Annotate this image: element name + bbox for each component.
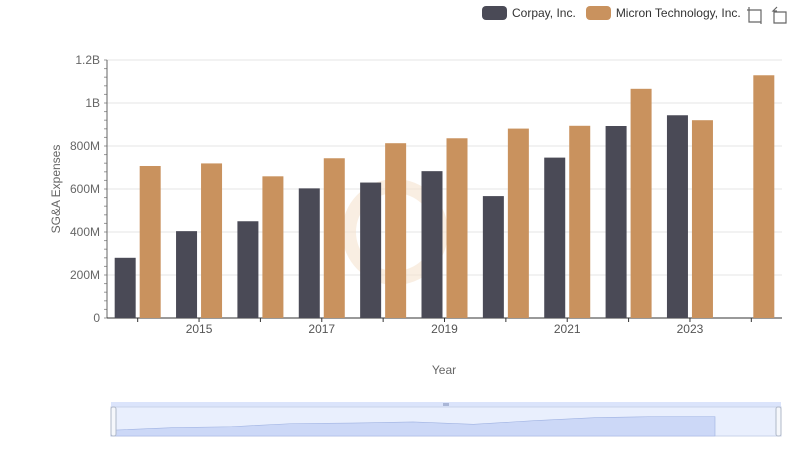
datazoom-handle-left [110, 406, 117, 437]
datazoom-preview-area [110, 416, 716, 437]
bar-corpay-2019 [421, 171, 443, 318]
datazoom-drag-icon [443, 403, 449, 406]
toolbox [746, 6, 794, 24]
bar-micron-2022 [630, 88, 652, 318]
bar-corpay-2023 [666, 115, 688, 318]
bar-corpay-2020 [482, 196, 504, 318]
bar-corpay-2018 [360, 182, 382, 318]
x-tick-label: 2015 [186, 322, 213, 336]
bar-corpay-2017 [298, 188, 320, 318]
datazoom-handle-right [775, 406, 782, 437]
bar-micron-2023 [691, 120, 713, 318]
y-tick-label: 200M [70, 268, 100, 282]
x-tick-label: 2019 [431, 322, 458, 336]
bar-micron-2024 [753, 75, 775, 318]
y-tick-label: 0 [93, 311, 100, 325]
zoom-icon[interactable] [746, 6, 764, 24]
y-tick-label: 800M [70, 139, 100, 153]
bar-micron-2016 [262, 176, 284, 318]
bar-micron-2019 [446, 138, 468, 318]
legend: Corpay, Inc. Micron Technology, Inc. [482, 4, 751, 22]
bar-corpay-2016 [237, 221, 259, 318]
bar-micron-2018 [385, 143, 407, 318]
bar-corpay-2022 [605, 126, 627, 318]
x-tick-label: 2017 [308, 322, 335, 336]
bar-corpay-2015 [176, 231, 198, 318]
y-axis-title: SG&A Expenses [49, 145, 63, 234]
y-tick-label: 1.2B [75, 53, 100, 67]
bar-micron-2021 [569, 125, 591, 318]
legend-label-micron: Micron Technology, Inc. [615, 6, 741, 20]
legend-item-corpay[interactable]: Corpay, Inc. [482, 6, 576, 20]
y-tick-label: 1B [85, 96, 100, 110]
bar-corpay-2021 [544, 157, 566, 318]
x-tick-label: 2023 [677, 322, 704, 336]
bar-micron-2015 [201, 163, 223, 318]
legend-swatch-micron [585, 6, 611, 20]
y-tick-label: 600M [70, 182, 100, 196]
y-tick-label: 400M [70, 225, 100, 239]
bar-micron-2014 [139, 165, 161, 318]
bar-micron-2020 [507, 128, 529, 318]
legend-swatch-corpay [482, 6, 507, 20]
x-axis-title: Year [432, 363, 456, 377]
restore-icon[interactable] [770, 6, 788, 24]
bar-micron-2017 [323, 158, 345, 318]
x-tick-label: 2021 [554, 322, 581, 336]
legend-label-corpay: Corpay, Inc. [512, 6, 576, 20]
bar-corpay-2014 [114, 257, 136, 318]
legend-item-micron[interactable]: Micron Technology, Inc. [585, 6, 741, 20]
